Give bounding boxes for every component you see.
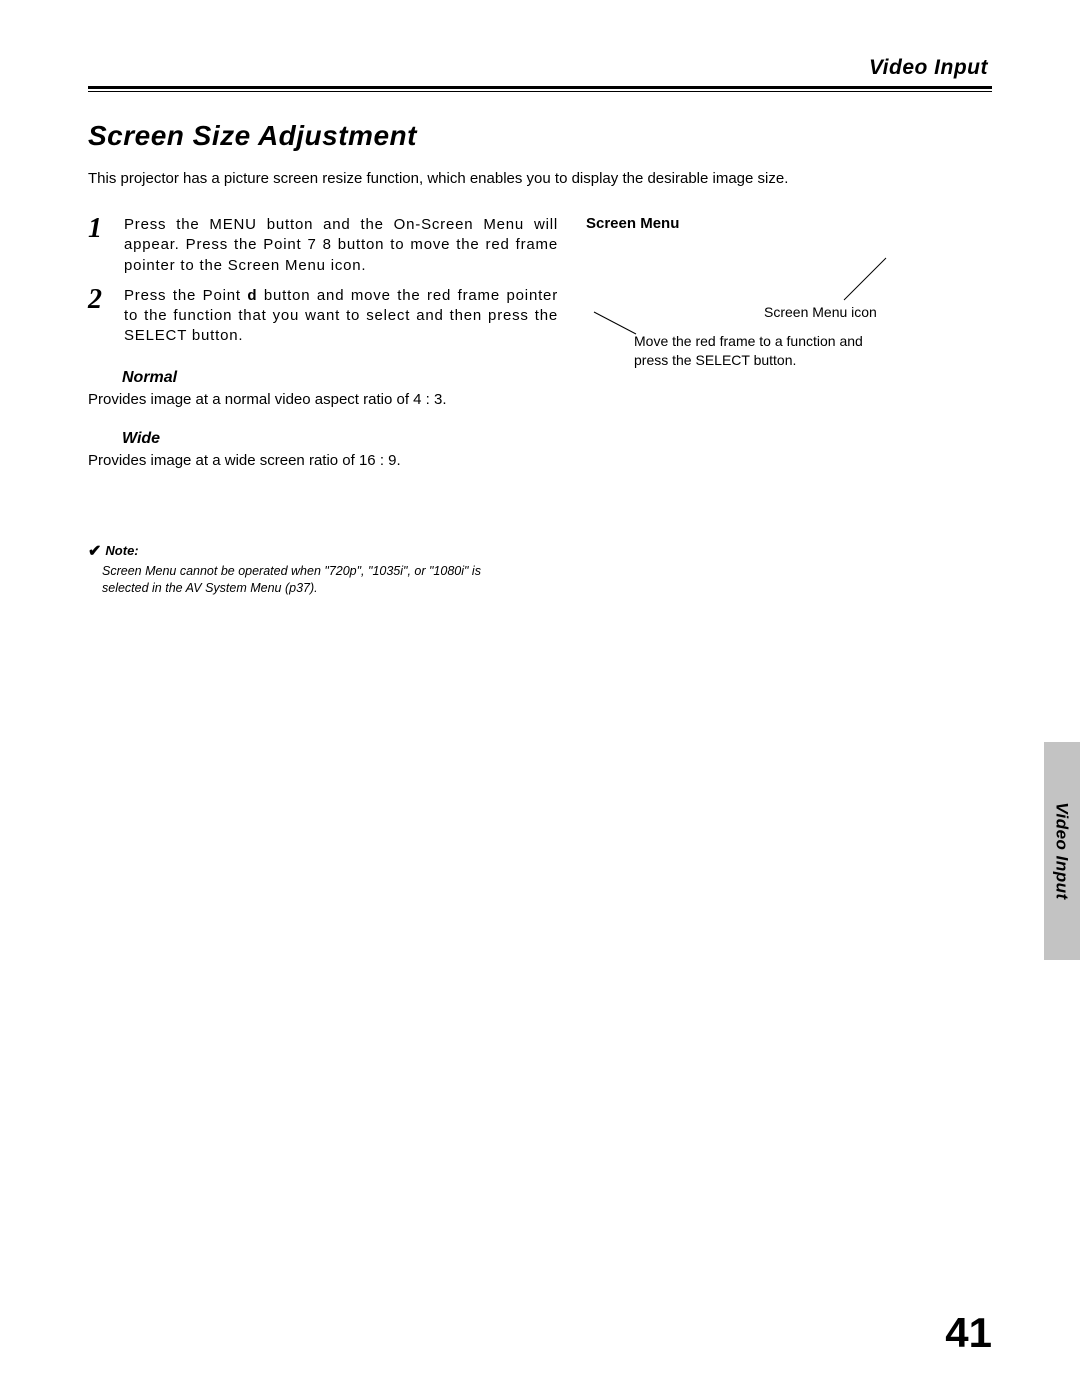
mode-heading: Normal xyxy=(122,369,177,387)
note-label: Note: xyxy=(105,543,138,558)
page-number: 41 xyxy=(945,1309,992,1357)
callout-leader-line-icon xyxy=(836,256,896,306)
note-block: ✔ Note: Screen Menu cannot be operated w… xyxy=(88,541,558,598)
manual-page: Video Input Screen Size Adjustment This … xyxy=(0,0,1080,1397)
screen-menu-title: Screen Menu xyxy=(586,215,992,232)
step-text-bold: d xyxy=(247,287,257,304)
callout-icon-label: Screen Menu icon xyxy=(764,304,877,320)
step-1: 1 Press the MENU button and the On-Scree… xyxy=(88,215,558,276)
step-text-pre: Press the Point xyxy=(124,287,247,304)
mode-body: Provides image at a wide screen ratio of… xyxy=(88,452,558,469)
mode-body: Provides image at a normal video aspect … xyxy=(88,391,558,408)
mode-heading-row: Wide xyxy=(88,430,558,448)
step-number: 2 xyxy=(88,286,110,347)
step-2: 2 Press the Point d button and move the … xyxy=(88,286,558,347)
step-number: 1 xyxy=(88,215,110,276)
checkmark-icon: ✔ xyxy=(88,541,101,561)
step-body: Press the Point d button and move the re… xyxy=(124,286,558,347)
note-text: Screen Menu cannot be operated when "720… xyxy=(102,563,522,598)
mode-heading: Wide xyxy=(122,430,160,448)
header-rule xyxy=(88,86,992,92)
section-intro: This projector has a picture screen resi… xyxy=(88,170,992,187)
chapter-label: Video Input xyxy=(88,56,992,80)
note-header: ✔ Note: xyxy=(88,541,558,561)
side-tab: Video Input xyxy=(1044,742,1080,960)
section-title: Screen Size Adjustment xyxy=(88,120,992,152)
left-column: 1 Press the MENU button and the On-Scree… xyxy=(88,215,558,598)
callout-move-label: Move the red frame to a function and pre… xyxy=(634,332,874,370)
two-column-layout: 1 Press the MENU button and the On-Scree… xyxy=(88,215,992,598)
mode-heading-row: Normal xyxy=(88,369,558,387)
callout-region: Screen Menu icon Move the red frame to a… xyxy=(586,292,992,412)
right-column: Screen Menu Screen Menu icon Move the re… xyxy=(586,215,992,598)
step-body: Press the MENU button and the On-Screen … xyxy=(124,215,558,276)
side-tab-label: Video Input xyxy=(1052,802,1072,899)
callout-leader-line-icon xyxy=(590,310,640,342)
